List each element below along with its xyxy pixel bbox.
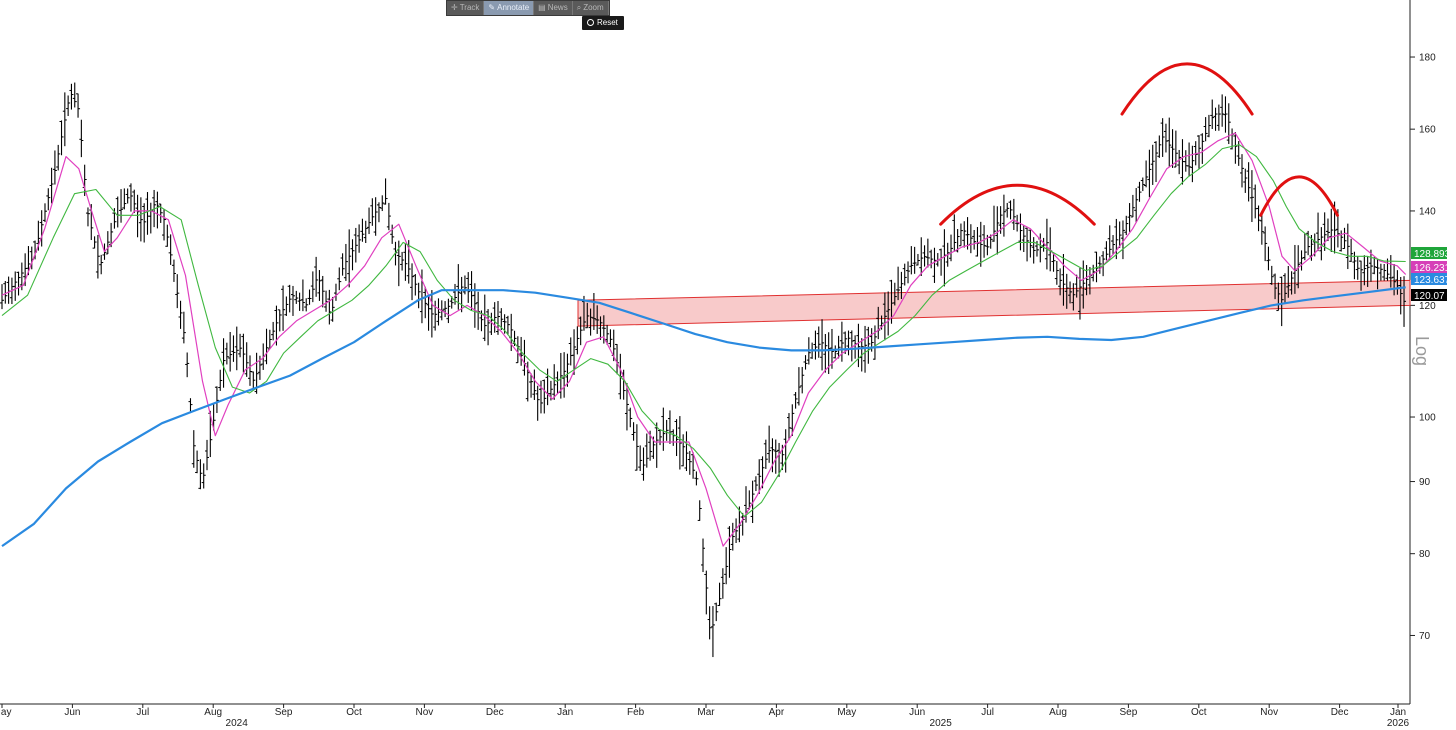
x-tick-label: May bbox=[837, 707, 856, 718]
y-tick-label: 180 bbox=[1419, 53, 1436, 64]
x-tick-label: Mar bbox=[697, 707, 715, 718]
x-tick-label: Aug bbox=[1049, 707, 1067, 718]
x-tick-label: Jan bbox=[557, 707, 573, 718]
news-label: News bbox=[547, 3, 568, 12]
support-zone bbox=[577, 279, 1411, 327]
pencil-icon: ✎ bbox=[488, 3, 496, 12]
track-button[interactable]: ✛ Track bbox=[447, 1, 485, 15]
pattern-arc bbox=[1120, 62, 1254, 116]
annotate-label: Annotate bbox=[497, 3, 530, 12]
pattern-arcs bbox=[939, 62, 1339, 226]
value-tag-label: 126.231 bbox=[1414, 263, 1451, 274]
support-zone-layer bbox=[577, 279, 1411, 327]
track-label: Track bbox=[459, 3, 480, 12]
x-tick-label: Jul bbox=[981, 707, 994, 718]
x-tick-label: Sep bbox=[1120, 707, 1138, 718]
value-tag-bg bbox=[1411, 289, 1447, 301]
ma_slow-line bbox=[1, 286, 1406, 548]
moving-averages bbox=[1, 132, 1407, 548]
x-year-label: 2025 bbox=[930, 718, 953, 729]
x-axis: May Jun Jul Aug Sep Oct Nov Dec Jan Feb Mar Apr May J… bbox=[0, 703, 1410, 729]
value-tag-bg bbox=[1411, 261, 1447, 273]
x-year-label: 2026 bbox=[1387, 718, 1410, 729]
x-tick-label: Oct bbox=[1191, 707, 1207, 718]
x-year-label: 2024 bbox=[226, 718, 249, 729]
x-tick-label: Sep bbox=[275, 707, 293, 718]
reset-icon bbox=[587, 19, 594, 26]
y-tick-label: 160 bbox=[1419, 125, 1436, 136]
ma_fast-line bbox=[1, 132, 1407, 547]
annotate-button[interactable]: ✎ Annotate bbox=[484, 1, 535, 15]
y-tick-label: 140 bbox=[1419, 206, 1436, 217]
value-tag-label: 120.07 bbox=[1414, 291, 1445, 302]
x-tick-label: Jul bbox=[136, 707, 149, 718]
pattern-arc bbox=[939, 183, 1096, 226]
y-tick-label: 80 bbox=[1419, 549, 1431, 560]
zoom-label: Zoom bbox=[583, 3, 604, 12]
y-tick-label: 100 bbox=[1419, 413, 1436, 424]
value-tag-bg bbox=[1411, 273, 1447, 285]
reset-label: Reset bbox=[597, 18, 618, 27]
value-tag-bg bbox=[1411, 247, 1447, 259]
x-tick-label: Feb bbox=[627, 707, 645, 718]
ma_mid-line bbox=[1, 144, 1406, 518]
x-tick-label: Jun bbox=[909, 707, 925, 718]
crosshair-icon: ✛ bbox=[451, 3, 458, 12]
y-axis: 70 80 90 100 120 140 160 180 bbox=[1409, 0, 1436, 704]
x-tick-label: Nov bbox=[1260, 707, 1278, 718]
news-button[interactable]: ▤ News bbox=[534, 1, 573, 15]
x-tick-label: Jan bbox=[1390, 707, 1406, 718]
x-tick-label: Nov bbox=[416, 707, 434, 718]
x-tick-label: Oct bbox=[346, 707, 362, 718]
x-tick-label: Jun bbox=[64, 707, 80, 718]
value-tag-label: 123.6375 bbox=[1414, 275, 1456, 286]
reset-button[interactable]: Reset bbox=[582, 16, 624, 30]
log-scale-label: Log bbox=[1412, 336, 1432, 367]
x-tick-label: Dec bbox=[1331, 707, 1349, 718]
magnifier-icon: ⌕ bbox=[576, 3, 582, 12]
price-bars bbox=[0, 82, 1407, 658]
x-tick-label: May bbox=[0, 707, 11, 718]
y-tick-label: 70 bbox=[1419, 631, 1431, 642]
x-tick-label: Apr bbox=[769, 707, 785, 718]
zoom-button[interactable]: ⌕ Zoom bbox=[573, 1, 609, 15]
x-tick-label: Aug bbox=[204, 707, 222, 718]
value-tag-label: 128.893 bbox=[1414, 249, 1451, 260]
chart-toolbar: ✛ Track ✎ Annotate ▤ News ⌕ Zoom bbox=[446, 0, 610, 16]
y-tick-label: 90 bbox=[1419, 477, 1431, 488]
x-tick-label: Dec bbox=[486, 707, 504, 718]
news-icon: ▤ bbox=[538, 3, 546, 12]
y-tick-label: 120 bbox=[1419, 301, 1436, 312]
pattern-arc bbox=[1259, 175, 1339, 217]
